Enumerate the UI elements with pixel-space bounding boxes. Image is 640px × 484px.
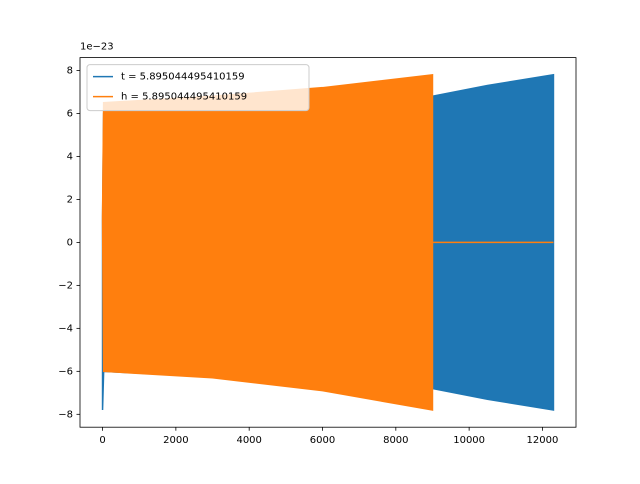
x-tick-label: 2000 [163, 435, 188, 446]
legend-box [86, 64, 310, 112]
x-tick-label: 8000 [383, 435, 408, 446]
x-tick-label: 10000 [453, 435, 485, 446]
x-tick-label: 4000 [236, 435, 261, 446]
legend-label: h = 5.895044495410159 [121, 92, 247, 103]
x-tick-label: 6000 [310, 435, 335, 446]
legend: t = 5.895044495410159 h = 5.8950444954101… [86, 64, 310, 112]
y-tick-label: −6 [58, 366, 73, 377]
x-tick-label: 0 [99, 435, 105, 446]
y-tick-label: 8 [67, 65, 73, 76]
y-tick-label: 0 [67, 237, 73, 248]
legend-label: t = 5.895044495410159 [121, 72, 245, 83]
y-tick-label: −2 [58, 280, 73, 291]
y-tick-label: 4 [67, 151, 73, 162]
y-tick-label: 2 [67, 194, 73, 205]
y-tick-label: −8 [58, 409, 73, 420]
y-tick-label: 6 [67, 108, 73, 119]
y-offset-label: 1e−23 [80, 42, 114, 53]
x-tick-label: 12000 [527, 435, 559, 446]
y-tick-label: −4 [58, 323, 73, 334]
